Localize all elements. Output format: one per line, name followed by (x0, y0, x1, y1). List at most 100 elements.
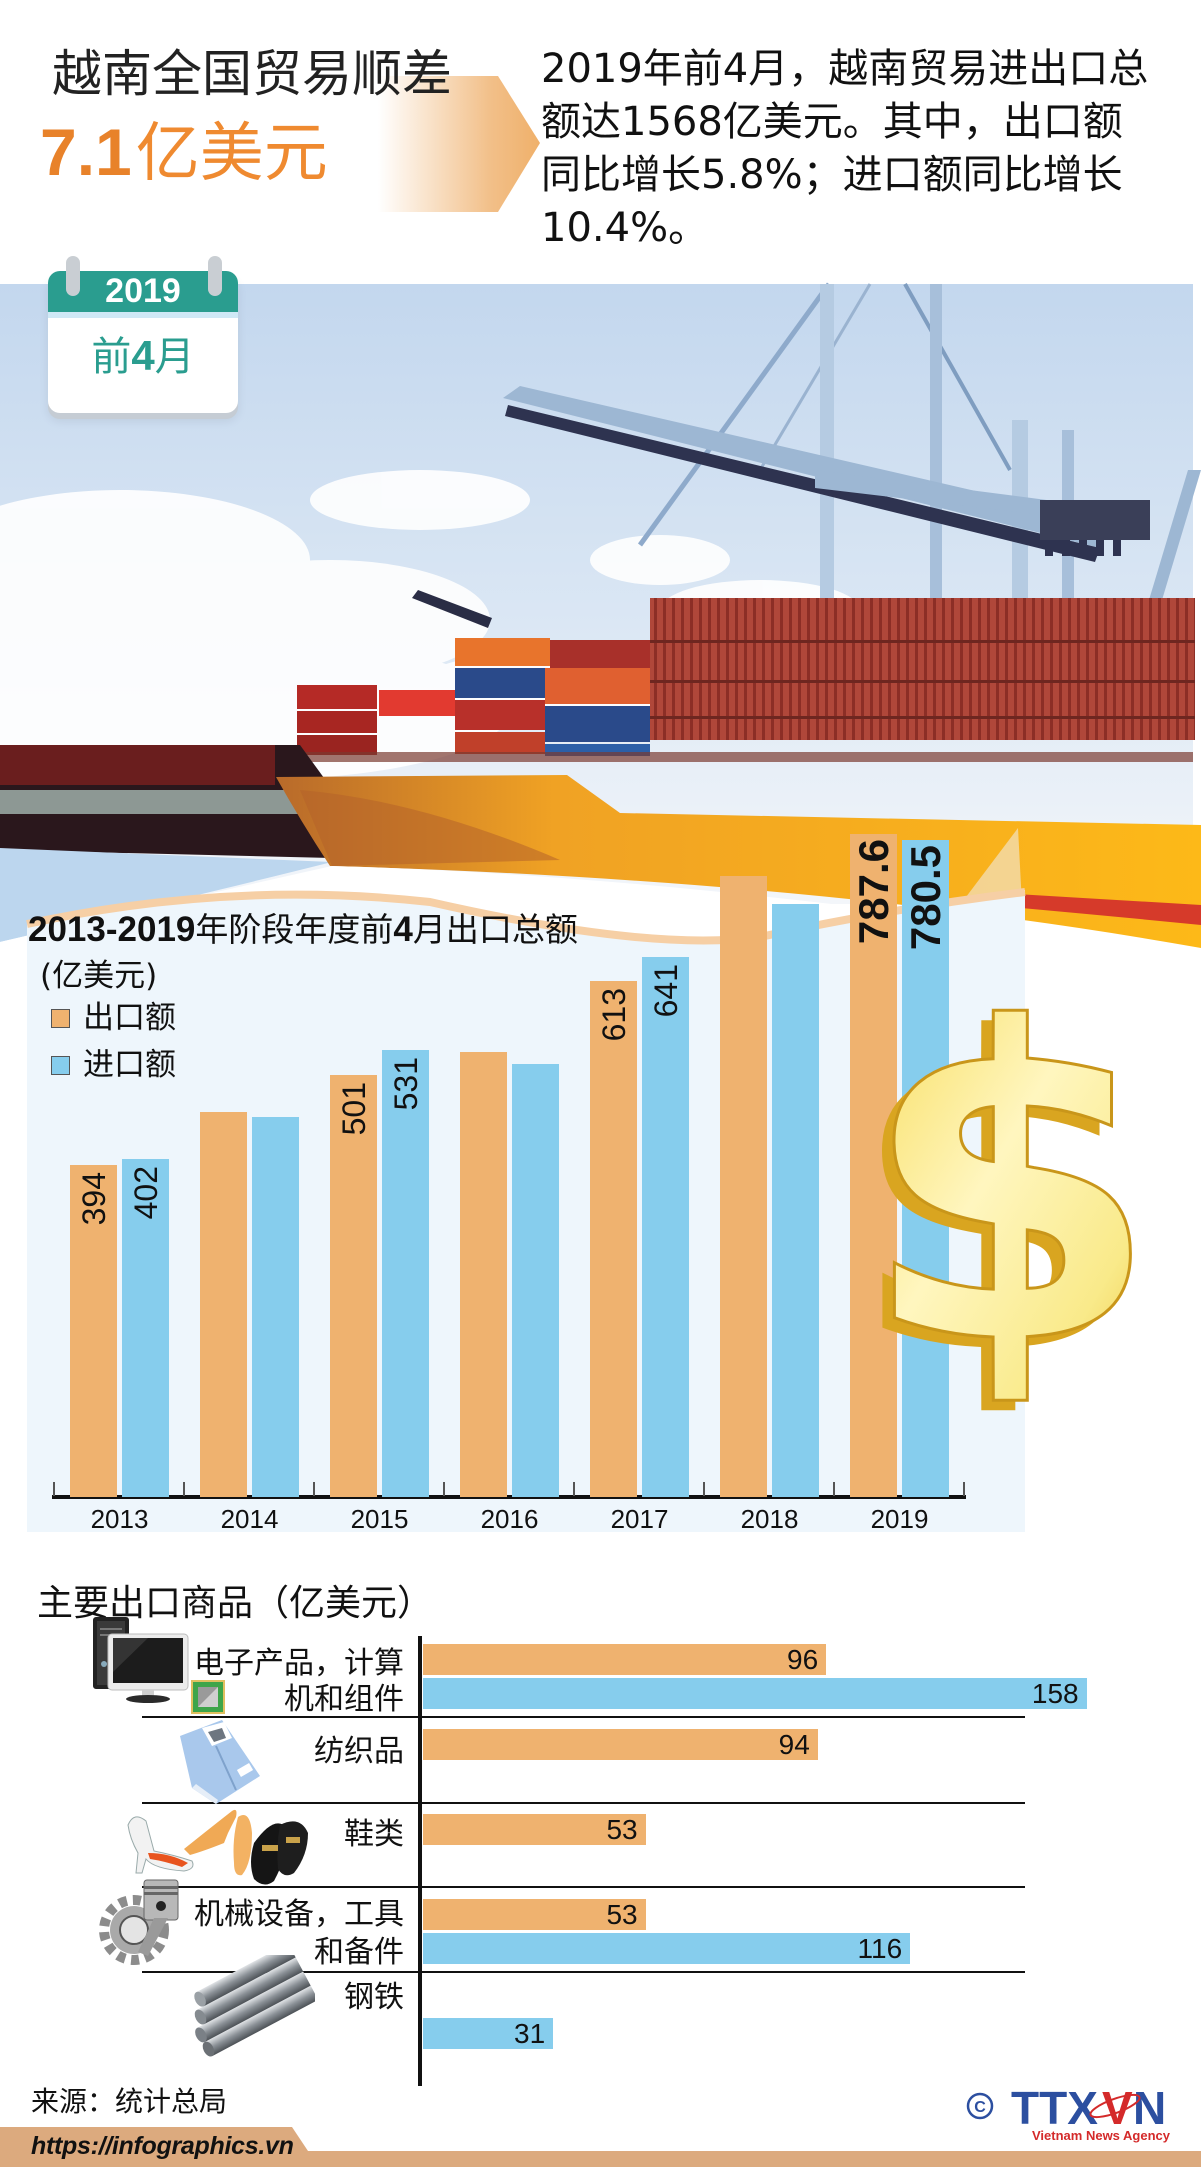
bar-import-2018 (772, 904, 819, 1497)
x-axis-tick (963, 1482, 965, 1496)
x-axis-tick (53, 1482, 55, 1496)
bar-import-2015: 531 (382, 1049, 429, 1497)
row-divider (142, 1971, 1025, 1973)
bar-value-label: 116 (857, 1933, 903, 1964)
steel-bars-icon (194, 1955, 315, 2057)
chart-unit: (亿美元) (40, 958, 158, 994)
containers (290, 598, 1195, 762)
footer-band (0, 2127, 1201, 2167)
legend-swatch-export (51, 1009, 70, 1028)
summary-line: 2019年前4月，越南贸易进出口总 (541, 46, 1149, 92)
headline-amount-number: 7.1 (40, 115, 132, 189)
svg-text:$: $ (860, 990, 1148, 1430)
calendar-period-prefix: 前 (91, 334, 132, 380)
legend-swatch-import (51, 1056, 70, 1075)
x-axis-label: 2017 (610, 1504, 669, 1534)
bar-import-2019: 780.5 (902, 839, 949, 1497)
logo-text-left: TTX (1011, 2082, 1098, 2134)
headline-amount-unit: 亿美元 (135, 117, 328, 191)
chart-title-text: 年阶段年度前 (195, 910, 394, 949)
svg-text:C: C (974, 2099, 986, 2116)
calendar-period-number: 4 (131, 332, 155, 379)
chart-title-text: 月出口总额 (412, 910, 578, 949)
calendar-divider (48, 312, 238, 318)
hbar-blue-0: 158 (423, 1678, 1087, 1709)
bar-export-2015: 501 (330, 1075, 377, 1497)
bar-import-2017: 641 (642, 957, 689, 1497)
category-label-electronics: 机和组件 (284, 1682, 404, 1717)
x-axis-tick (443, 1482, 445, 1496)
chip-icon (191, 1680, 225, 1714)
bar-export-2018 (720, 875, 767, 1497)
bar-export-2016 (460, 1051, 507, 1497)
x-axis-tick (183, 1482, 185, 1496)
commodities-axis (418, 1636, 422, 2086)
ttxvn-logo: C TTX V N Vietnam News Agency (966, 2082, 1171, 2143)
bar-export-2014 (200, 1112, 247, 1497)
headline-amount: 7.1亿美元 (40, 114, 328, 208)
category-label-steel: 钢铁 (344, 1980, 404, 2015)
hbar-orange-2: 53 (423, 1814, 646, 1845)
hbar-blue-3: 116 (423, 1933, 911, 1964)
x-axis-label: 2014 (220, 1504, 279, 1534)
bar-export-2017: 613 (590, 980, 637, 1497)
bar-value-label: 158 (1031, 1678, 1079, 1709)
row-divider (142, 1886, 1025, 1888)
summary-line: 同比增长5.8%；进口额同比增长 (541, 152, 1123, 198)
bar-value-label: 53 (606, 1899, 638, 1930)
hbar-orange-1: 94 (423, 1729, 818, 1760)
x-axis-tick (703, 1482, 705, 1496)
x-axis-label: 2018 (740, 1504, 799, 1534)
calendar-period-suffix: 月 (154, 334, 195, 380)
chart-title-month-number: 4 (393, 910, 413, 949)
hbar-orange-0: 96 (423, 1644, 827, 1675)
logo-subtitle: Vietnam News Agency (1032, 2128, 1171, 2143)
bar-value-label: 53 (606, 1814, 638, 1845)
calendar-badge: 2019 前4月 (48, 271, 238, 413)
category-label-electronics: 电子产品，计算 (194, 1646, 404, 1681)
summary-line: 额达1568亿美元。其中，出口额 (541, 99, 1123, 145)
category-label-footwear: 鞋类 (344, 1817, 404, 1852)
x-axis-label: 2019 (870, 1504, 929, 1534)
bar-import-2016 (512, 1064, 559, 1497)
chart-title-years: 2013-2019 (28, 910, 196, 949)
x-axis-tick (833, 1482, 835, 1496)
copyright-icon (966, 2092, 994, 2120)
summary-line: 10.4%。 (541, 205, 709, 251)
bar-export-2013: 394 (70, 1165, 117, 1497)
cargo-ship (0, 745, 340, 858)
headline-title: 越南全国贸易顺差 (52, 45, 452, 103)
calendar-period: 前4月 (48, 332, 238, 381)
website-link[interactable]: https://infographics.vn (31, 2132, 294, 2160)
legend-label-import: 进口额 (83, 1047, 176, 1083)
svg-text:$: $ (860, 990, 1159, 1430)
category-label-machinery: 和备件 (314, 1935, 404, 1970)
annual-trade-bar-chart: 394 402 2013 2014 501 531 2015 2016 613 641 2017 20… (52, 833, 966, 1534)
chart-title: 2013-2019年阶段年度前4月出口总额 (28, 908, 578, 952)
bar-import-2013: 402 (122, 1158, 169, 1497)
bar-value-label: 94 (778, 1729, 810, 1760)
bar-export-2019: 787.6 (850, 833, 897, 1497)
x-axis-label: 2015 (350, 1504, 409, 1534)
logo-text-right: N (1133, 2082, 1166, 2134)
hbar-orange-3: 53 (423, 1899, 646, 1930)
x-axis-label: 2016 (480, 1504, 539, 1534)
legend-label-export: 出口额 (83, 1000, 176, 1036)
x-axis (52, 1495, 966, 1499)
x-axis-label: 2013 (90, 1504, 149, 1534)
x-axis-tick (573, 1482, 575, 1496)
source-note: 来源：统计总局 (31, 2085, 228, 2118)
computer-icon (93, 1617, 189, 1703)
summary-paragraph: 2019年前4月，越南贸易进出口总 额达1568亿美元。其中，出口额 同比增长5… (541, 43, 1148, 255)
dollar-sign-icon: $ $ (860, 990, 1160, 1430)
bar-value-label: 96 (787, 1644, 819, 1675)
row-divider (142, 1716, 1025, 1718)
hbar-blue-4: 31 (423, 2018, 554, 2049)
category-label-textiles: 纺织品 (314, 1734, 404, 1769)
x-axis-tick (313, 1482, 315, 1496)
gear-piston-icon (99, 1879, 179, 1965)
bar-value-label: 31 (514, 2018, 546, 2049)
category-label-machinery: 机械设备，工具 (194, 1897, 404, 1932)
